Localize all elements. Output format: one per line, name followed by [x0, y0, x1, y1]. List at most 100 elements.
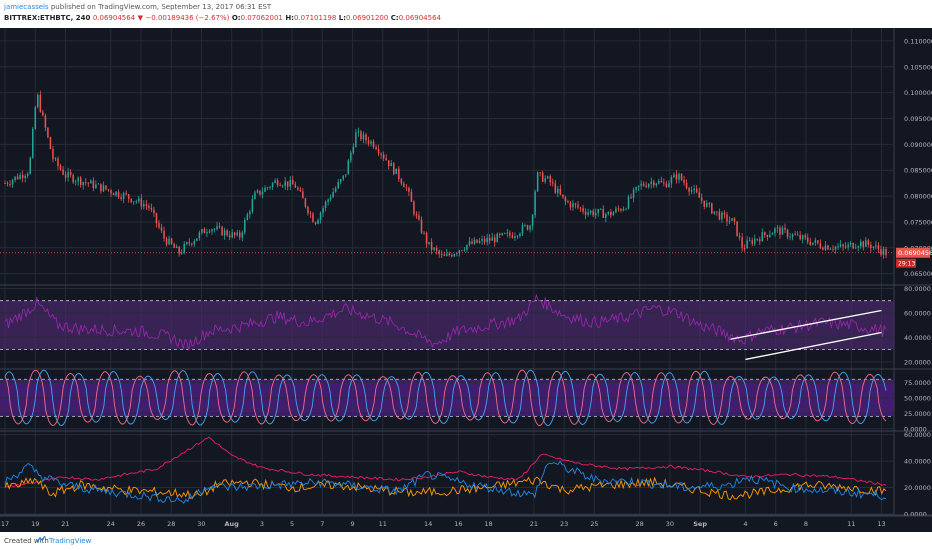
candle-body [491, 237, 493, 241]
candle-body [774, 228, 776, 234]
candle-body [622, 209, 625, 211]
price-axis-tick-label: 0.08500000 [904, 167, 932, 175]
dmi-axis-tick-label: 0.0000 [904, 511, 927, 519]
symbol-name: BITTREX:ETHBTC, 240 [4, 14, 91, 22]
candle-body [678, 174, 680, 180]
time-tick-label: 14 [424, 520, 432, 528]
candle-body [670, 177, 673, 184]
time-tick-label: Sep [693, 520, 707, 528]
candle-body [711, 203, 713, 214]
close-value: 0.06904564 [398, 14, 441, 22]
candle-body [721, 212, 723, 220]
candle-body [251, 199, 254, 212]
candle-body [658, 180, 660, 184]
candle-body [827, 245, 829, 250]
candle-body [183, 243, 185, 253]
candle-body [153, 209, 155, 214]
candle-body [112, 193, 115, 196]
time-tick-label: 24 [107, 520, 115, 528]
candle-body [115, 191, 117, 196]
candle-body [201, 229, 203, 233]
candle-body [690, 190, 693, 192]
candle-body [718, 211, 721, 220]
candle-body [602, 208, 605, 218]
candle-body [410, 191, 413, 202]
candle-body [865, 240, 867, 247]
candle-body [198, 232, 201, 239]
candle-body [342, 175, 345, 180]
candle-body [208, 231, 211, 233]
candle-body [203, 229, 206, 234]
candle-body [9, 184, 11, 185]
candle-body [92, 180, 95, 189]
chart-canvas[interactable]: 0.11000000 0.10500000 0.10000000 0.09500000… [0, 28, 932, 532]
candle-body [870, 244, 872, 248]
candle-body [736, 221, 738, 237]
candle-body [339, 179, 342, 183]
candle-body [453, 254, 456, 257]
candle-body [428, 242, 430, 244]
time-tick-label: 7 [320, 520, 324, 528]
candle-body [786, 229, 789, 237]
candle-body [415, 213, 418, 216]
candle-body [852, 243, 854, 249]
candle-body [582, 208, 584, 212]
dmi-axis-tick-label: 20.0000 [904, 484, 931, 492]
candle-body [226, 230, 228, 236]
candle-body [804, 235, 806, 238]
candle-body [448, 253, 451, 255]
candle-body [493, 237, 496, 243]
candle-body [430, 242, 433, 250]
time-tick-label: 13 [877, 520, 885, 528]
candle-body [488, 238, 491, 241]
candle-body [605, 214, 607, 218]
candle-body [731, 218, 733, 221]
candle-body [64, 174, 67, 178]
time-tick-label: 26 [137, 520, 145, 528]
candle-body [276, 180, 279, 186]
candle-body [398, 168, 400, 180]
candle-body [163, 230, 165, 239]
candle-body [458, 250, 461, 254]
time-tick-label: 19 [31, 520, 39, 528]
candle-body [372, 141, 375, 148]
down-arrow-icon: ▼ [137, 14, 143, 22]
time-tick-label: 9 [350, 520, 354, 528]
candle-body [231, 232, 233, 238]
candle-body [117, 191, 120, 198]
candle-body [345, 174, 347, 176]
candle-body [885, 248, 887, 256]
candle-body [138, 198, 140, 202]
candle-body [352, 147, 355, 153]
candle-body [597, 209, 599, 213]
candle-body [680, 174, 683, 180]
candle-body [314, 222, 317, 224]
candle-body [435, 248, 438, 251]
candle-body [574, 203, 577, 205]
candle-body [511, 235, 514, 238]
time-tick-label: 30 [666, 520, 674, 528]
time-tick-label: 11 [379, 520, 387, 528]
candle-body [607, 211, 610, 215]
candle-body [6, 183, 9, 185]
candle-body [297, 187, 299, 190]
time-tick-label: 6 [774, 520, 778, 528]
candle-body [216, 226, 218, 230]
candle-body [246, 214, 249, 220]
candle-body [420, 219, 423, 233]
candle-body [302, 191, 304, 199]
author-link[interactable]: jamiecassels [4, 3, 49, 11]
time-tick-label: 25 [590, 520, 598, 528]
candle-body [584, 211, 587, 215]
candle-body [382, 154, 385, 159]
candle-body [188, 242, 191, 244]
candle-body [148, 205, 150, 208]
candle-body [433, 248, 435, 250]
candle-body [175, 246, 178, 248]
candle-body [241, 232, 244, 238]
tradingview-brand[interactable]: TradingView [49, 537, 92, 545]
candle-body [834, 246, 837, 250]
candle-body [541, 172, 544, 182]
high-label: H: [285, 14, 294, 22]
last-price-tag [896, 247, 930, 258]
